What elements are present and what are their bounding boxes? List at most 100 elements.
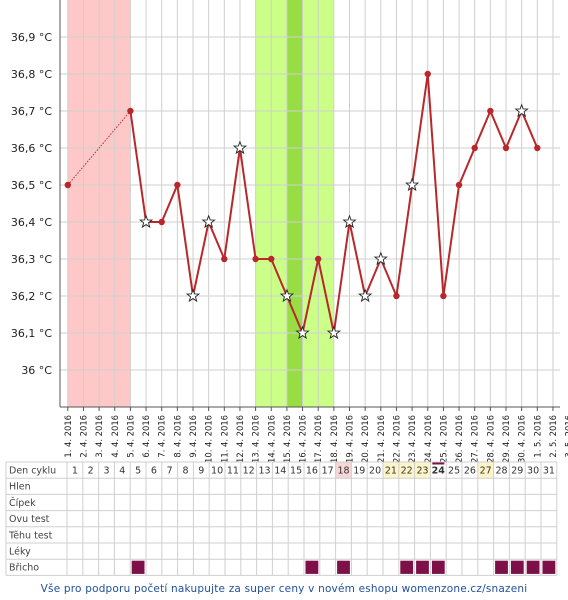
temperature-line [67, 73, 539, 334]
data-point-star [514, 103, 529, 118]
table-row-label: Ovu test [9, 514, 50, 525]
x-tick-label: 30. 4. 2016 [517, 415, 527, 463]
data-point-star [358, 288, 373, 303]
x-tick-label: 28. 4. 2016 [485, 415, 495, 463]
data-point-dot [424, 70, 431, 78]
table-day-number: 16 [306, 466, 318, 477]
x-tick-label: 19. 4. 2016 [345, 415, 355, 463]
bricho-mark [131, 560, 145, 574]
data-point-dot [221, 255, 228, 263]
data-point-dot [127, 107, 134, 115]
table-day-number: 7 [167, 466, 173, 477]
chart-grid [60, 0, 560, 407]
bricho-mark [526, 560, 540, 574]
x-tick-label: 21. 4. 2016 [376, 415, 386, 463]
x-tick-label: 14. 4. 2016 [266, 415, 276, 463]
table-day-number: 14 [274, 466, 286, 477]
table-row-label: Hlen [9, 482, 31, 493]
data-point-dot [487, 107, 494, 115]
x-tick-label: 18. 4. 2016 [329, 415, 339, 463]
x-tick-label: 2. 5. 2016 [548, 415, 558, 458]
data-point-dot [252, 255, 259, 263]
table-day-number: 11 [227, 466, 239, 477]
highlighted-day-cell [398, 462, 415, 479]
data-point-star [279, 288, 295, 303]
x-tick-label: 10. 4. 2016 [204, 415, 214, 463]
y-tick-label: 36 °C [21, 364, 52, 377]
x-tick-label: 26. 4. 2016 [454, 415, 464, 463]
line-segment [458, 147, 476, 186]
line-segment [426, 73, 445, 297]
bricho-mark [400, 560, 414, 574]
y-tick-label: 36,3 °C [11, 253, 52, 266]
x-tick-label: 4. 4. 2016 [110, 415, 120, 458]
line-segment [348, 221, 367, 297]
y-tick-label: 36,2 °C [11, 290, 52, 303]
x-axis-labels: 1. 4. 2016 2. 4. 2016 3. 4. 2016 4. 4. 2016… [63, 415, 568, 463]
data-point-star [326, 325, 341, 340]
y-tick-label: 36,6 °C [11, 142, 52, 155]
line-segment [379, 258, 398, 297]
table-day-number: 18 [337, 466, 349, 477]
data-point-dot [471, 144, 478, 152]
y-tick-label: 36,7 °C [11, 105, 52, 118]
line-segment [207, 221, 226, 260]
bricho-mark [305, 560, 319, 574]
table-day-number: 17 [322, 466, 334, 477]
x-tick-label: 3. 5. 2016 [564, 415, 568, 458]
line-segment [317, 258, 335, 334]
data-point-star [295, 325, 310, 340]
y-tick-label: 36,9 °C [11, 31, 52, 44]
table-day-number: 4 [119, 466, 125, 477]
x-tick-label: 25. 4. 2016 [438, 415, 448, 463]
x-tick-label: 9. 4. 2016 [188, 415, 198, 458]
line-segment [442, 184, 461, 297]
x-tick-label: 1. 5. 2016 [532, 415, 542, 458]
x-tick-label: 11. 4. 2016 [219, 415, 229, 463]
bricho-mark [495, 560, 508, 574]
x-tick-label: 24. 4. 2016 [423, 415, 433, 463]
x-tick-label: 3. 4. 2016 [94, 415, 104, 458]
table-row-label: Léky [9, 547, 31, 558]
line-segment [238, 147, 257, 260]
x-tick-label: 6. 4. 2016 [141, 415, 151, 458]
highlighted-day-cell [477, 462, 494, 479]
line-segment [301, 258, 320, 334]
table-day-number: 25 [448, 466, 460, 477]
data-point-star [373, 251, 388, 266]
x-tick-label: 5. 4. 2016 [125, 415, 135, 458]
line-segment [505, 110, 523, 149]
data-point-dot [502, 144, 510, 152]
footer-text[interactable]: Vše pro podporu početí nakupujte za supe… [40, 583, 528, 595]
table-day-number: 26 [464, 466, 476, 477]
line-segment [520, 110, 539, 149]
table-day-number: 8 [182, 466, 188, 477]
band-fertile-peak [287, 0, 303, 407]
line-segment [473, 110, 492, 149]
data-point-dot [174, 181, 181, 189]
highlighted-day-cell [335, 462, 352, 479]
y-tick-label: 36,8 °C [11, 68, 52, 81]
cycle-table: Den cyklu Hlen Čípek Ovu test Těhu test Léky B… [5, 461, 558, 576]
table-day-number: 9 [198, 466, 204, 477]
line-segment [332, 221, 351, 334]
temperature-markers [64, 70, 541, 340]
x-tick-label: 8. 4. 2016 [172, 415, 182, 458]
table-day-number: 12 [243, 466, 255, 477]
chart-axes [59, 0, 560, 411]
table-day-number: 6 [151, 466, 157, 477]
y-tick-label: 36,1 °C [11, 327, 52, 340]
data-point-dot [158, 218, 165, 226]
data-point-star [342, 214, 357, 229]
data-point-star [138, 214, 154, 229]
x-tick-label: 16. 4. 2016 [298, 415, 308, 463]
line-segment [129, 110, 148, 223]
bricho-mark [510, 560, 524, 574]
table-day-number: 2 [88, 466, 94, 477]
x-tick-label: 12. 4. 2016 [235, 415, 245, 463]
table-row-label: Čípek [9, 497, 36, 509]
data-point-star [201, 214, 216, 229]
x-tick-label: 27. 4. 2016 [470, 415, 480, 463]
table-day-number: 15 [290, 466, 302, 477]
data-point-dot [440, 292, 447, 300]
